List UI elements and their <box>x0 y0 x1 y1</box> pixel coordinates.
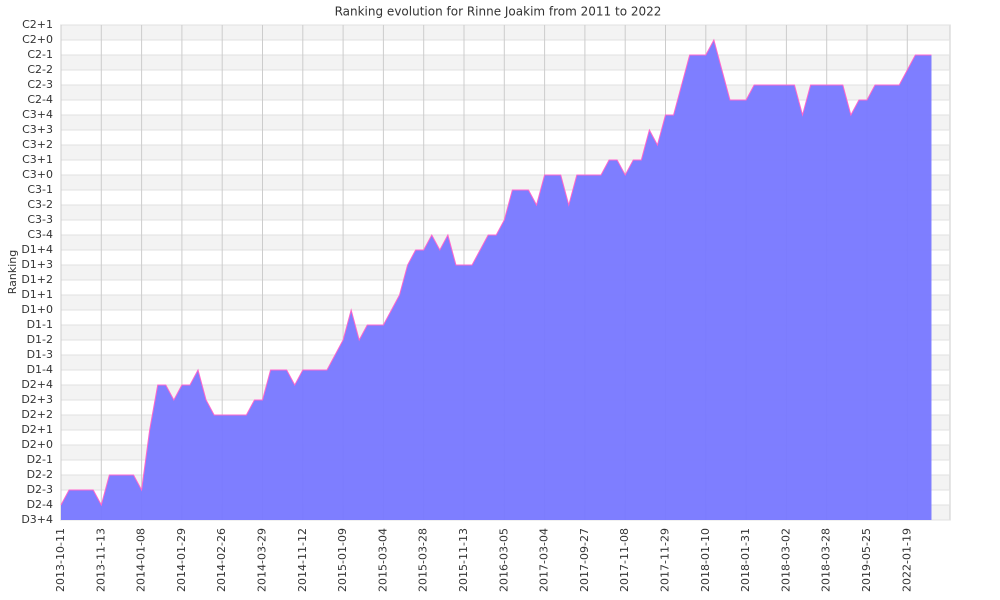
y-tick-label: D1+3 <box>21 258 53 271</box>
area-line <box>60 38 932 507</box>
y-tick-label: D2-3 <box>27 483 53 496</box>
y-tick-label: D2+4 <box>21 378 53 391</box>
x-tick-label: 2015-03-28 <box>417 528 430 592</box>
y-tick-label: D1-1 <box>27 318 53 331</box>
y-tick-label: C2+1 <box>22 18 53 31</box>
y-tick-label: D1+0 <box>21 303 53 316</box>
y-tick-label: C2-1 <box>27 48 53 61</box>
x-tick-label: 2014-01-08 <box>135 528 148 592</box>
x-tick-label: 2019-05-25 <box>860 528 873 592</box>
y-tick-label: D2-4 <box>27 498 53 511</box>
y-tick-label: C3+4 <box>22 108 53 121</box>
x-tick-label: 2014-03-29 <box>256 528 269 592</box>
y-tick-label: D2+1 <box>21 423 53 436</box>
area <box>61 40 932 520</box>
x-tick-label: 2018-01-10 <box>699 528 712 592</box>
x-tick-label: 2015-03-04 <box>376 528 389 592</box>
y-axis-label: Ranking <box>6 250 19 295</box>
y-tick-label: D2-2 <box>27 468 53 481</box>
x-tick-label: 2013-11-13 <box>94 528 107 592</box>
x-tick-label: 2017-03-04 <box>538 528 551 592</box>
x-tick-label: 2015-01-09 <box>336 528 349 592</box>
x-tick-label: 2015-11-13 <box>457 528 470 592</box>
x-tick-label: 2017-11-29 <box>659 528 672 592</box>
y-tick-label: C3+1 <box>22 153 53 166</box>
grid-band <box>61 25 950 40</box>
y-tick-label: D1-3 <box>27 348 53 361</box>
y-tick-label: C3+2 <box>22 138 53 151</box>
y-tick-label: C2-2 <box>27 63 53 76</box>
y-tick-label: C3-1 <box>27 183 53 196</box>
y-tick-label: D2+3 <box>21 393 53 406</box>
y-tick-label: D2+0 <box>21 438 53 451</box>
y-tick-label: D1-4 <box>27 363 53 376</box>
x-tick-label: 2014-02-26 <box>215 528 228 592</box>
x-tick-label: 2018-03-28 <box>820 528 833 592</box>
y-tick-label: C2-3 <box>27 78 53 91</box>
y-tick-label: C3+3 <box>22 123 53 136</box>
chart-title: Ranking evolution for Rinne Joakim from … <box>335 5 662 19</box>
y-tick-label: D3+4 <box>21 513 53 526</box>
x-tick-label: 2022-01-19 <box>900 528 913 592</box>
y-tick-label: D1+1 <box>21 288 53 301</box>
x-tick-label: 2013-10-11 <box>54 528 67 592</box>
y-tick-label: C3-2 <box>27 198 53 211</box>
y-tick-label: C2+0 <box>22 33 53 46</box>
x-tick-label: 2014-11-12 <box>296 528 309 592</box>
y-tick-label: D1+2 <box>21 273 53 286</box>
x-tick-label: 2017-09-27 <box>578 528 591 592</box>
x-tick-label: 2018-01-31 <box>739 528 752 592</box>
y-tick-label: C3-3 <box>27 213 53 226</box>
y-tick-label: C3-4 <box>27 228 53 241</box>
y-tick-label: D1+4 <box>21 243 53 256</box>
x-tick-label: 2017-11-08 <box>618 528 631 592</box>
y-tick-label: D2+2 <box>21 408 53 421</box>
y-tick-label: C3+0 <box>22 168 53 181</box>
grid-band <box>61 55 950 70</box>
y-tick-label: D1-2 <box>27 333 53 346</box>
y-tick-label: C2-4 <box>27 93 53 106</box>
x-tick-label: 2016-03-05 <box>497 528 510 592</box>
y-tick-label: D2-1 <box>27 453 53 466</box>
x-tick-label: 2014-01-29 <box>175 528 188 592</box>
x-tick-label: 2018-03-02 <box>779 528 792 592</box>
